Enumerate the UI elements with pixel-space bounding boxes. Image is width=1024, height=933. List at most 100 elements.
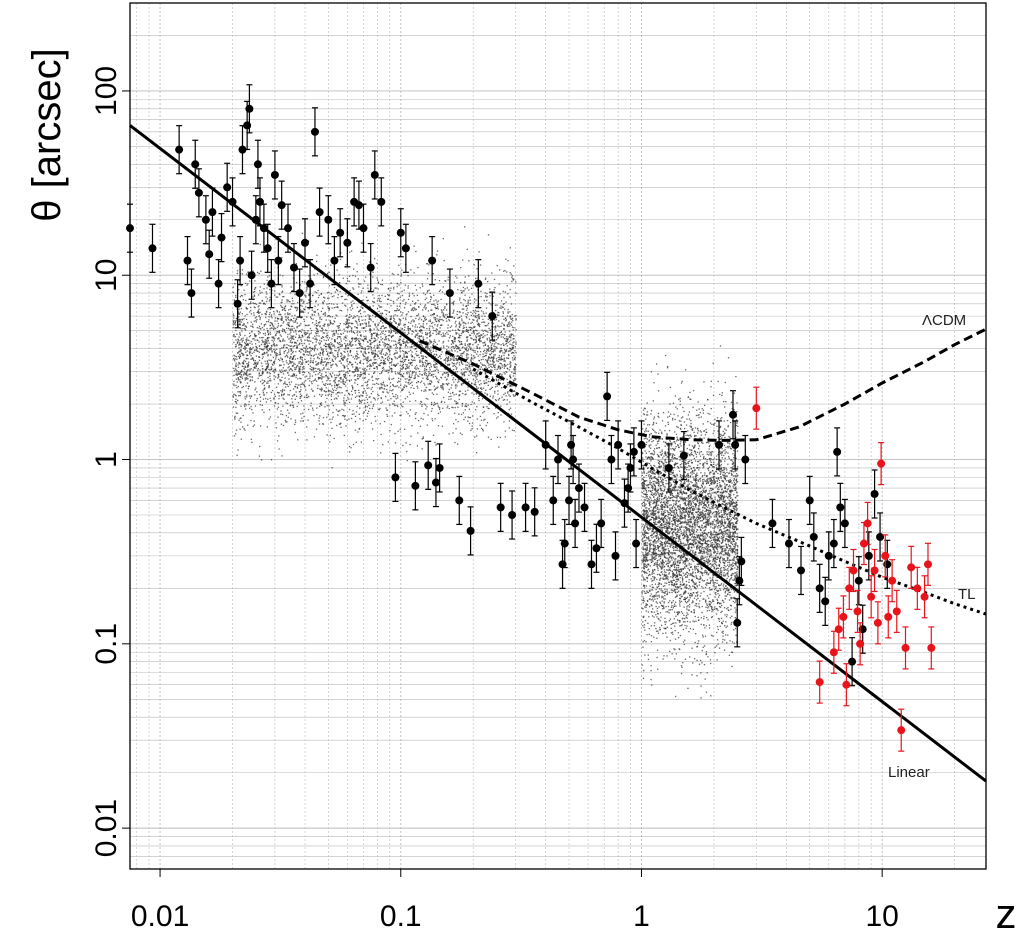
cloud-dot <box>467 404 469 406</box>
cloud-dot <box>294 336 297 338</box>
cloud-dot <box>265 368 268 370</box>
cloud-dot <box>453 281 456 283</box>
cloud-dot <box>488 366 490 369</box>
cloud-dot <box>419 303 422 305</box>
cloud-dot <box>266 287 268 289</box>
cloud-dot <box>289 341 291 343</box>
cloud-dot <box>299 342 301 344</box>
cloud-dot <box>250 405 252 408</box>
cloud-dot <box>497 366 499 368</box>
cloud-dot <box>338 336 340 338</box>
cloud-dot <box>264 342 266 345</box>
cloud-dot <box>441 383 444 385</box>
cloud-dot <box>320 363 322 365</box>
cloud-dot <box>421 332 423 334</box>
cloud-dot <box>506 315 509 317</box>
cloud-dot <box>436 325 439 327</box>
cloud-dot <box>495 334 497 337</box>
cloud-dot <box>296 308 299 310</box>
cloud-dot <box>465 349 467 351</box>
cloud-dot <box>497 343 499 345</box>
cloud-dot <box>432 332 434 334</box>
cloud-dot <box>429 331 432 333</box>
cloud-dot <box>362 307 364 309</box>
cloud-dot <box>264 312 266 315</box>
cloud-dot <box>373 359 376 361</box>
cloud-dot <box>411 364 413 367</box>
cloud-dot <box>259 317 261 319</box>
cloud-dot <box>360 283 362 285</box>
cloud-dot <box>470 356 473 359</box>
cloud-dot <box>396 309 398 312</box>
cloud-dot <box>446 378 448 380</box>
cloud-dot <box>328 297 330 299</box>
cloud-dot <box>490 319 493 321</box>
cloud-dot <box>341 354 343 356</box>
cloud-dot <box>502 382 504 385</box>
cloud-dot <box>276 309 278 312</box>
cloud-dot <box>487 324 489 326</box>
cloud-dot <box>463 375 465 377</box>
cloud-dot <box>349 374 351 377</box>
cloud-dot <box>269 333 272 335</box>
cloud-dot <box>418 337 421 340</box>
cloud-dot <box>300 331 303 333</box>
cloud-dot <box>257 311 259 313</box>
cloud-dot <box>373 397 376 400</box>
cloud-dot <box>445 303 448 306</box>
cloud-dot <box>345 305 347 307</box>
cloud-dot <box>511 317 514 320</box>
cloud-dot <box>250 358 252 361</box>
cloud-dot <box>251 379 254 381</box>
cloud-dot <box>329 372 331 375</box>
cloud-dot <box>268 336 270 339</box>
cloud-dot <box>458 326 461 328</box>
cloud-dot <box>419 335 421 338</box>
cloud-dot <box>244 346 246 348</box>
cloud-dot <box>402 367 404 370</box>
cloud-dot <box>425 377 428 380</box>
cloud-dot <box>505 357 508 359</box>
cloud-dot <box>503 363 506 366</box>
cloud-dot <box>388 369 391 371</box>
cloud-dot <box>509 316 512 318</box>
cloud-dot <box>493 354 495 356</box>
cloud-dot <box>452 359 455 361</box>
cloud-dot <box>328 337 331 339</box>
cloud-dot <box>441 400 443 403</box>
cloud-dot <box>316 273 319 275</box>
cloud-dot <box>333 333 336 335</box>
cloud-dot <box>395 332 397 335</box>
cloud-dot <box>381 401 384 403</box>
cloud-dot <box>296 322 298 324</box>
cloud-dot <box>356 347 358 349</box>
cloud-dot <box>493 343 496 345</box>
cloud-dot <box>245 396 248 398</box>
cloud-dot <box>310 405 312 407</box>
cloud-dot <box>301 358 303 361</box>
cloud-dot <box>268 288 271 291</box>
cloud-dot <box>317 330 320 332</box>
cloud-dot <box>388 334 391 337</box>
cloud-dot <box>506 382 509 384</box>
cloud-dot <box>240 371 242 373</box>
cloud-dot <box>485 325 487 327</box>
cloud-dot <box>326 416 328 418</box>
cloud-dot <box>240 339 242 341</box>
cloud-dot <box>279 340 281 342</box>
cloud-dot <box>366 340 369 343</box>
cloud-dot <box>255 363 257 365</box>
cloud-dot <box>503 337 506 340</box>
cloud-dot <box>235 401 237 403</box>
cloud-dot <box>395 357 397 359</box>
cloud-dot <box>311 361 314 364</box>
cloud-dot <box>256 391 258 393</box>
cloud-dot <box>266 392 268 394</box>
cloud-dot <box>399 296 401 299</box>
cloud-dot <box>441 291 444 293</box>
cloud-dot <box>490 346 492 348</box>
cloud-dot <box>454 365 457 368</box>
cloud-dot <box>362 287 364 289</box>
cloud-dot <box>317 296 320 299</box>
cloud-dot <box>403 323 406 326</box>
